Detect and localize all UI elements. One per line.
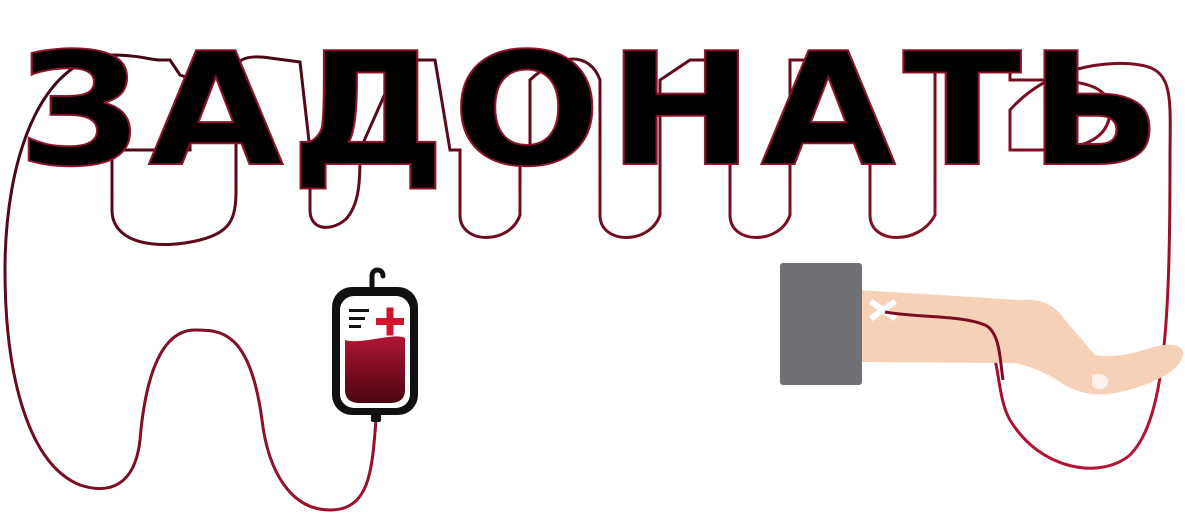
bag-port: [371, 412, 381, 422]
tube-highlight: [139, 329, 377, 511]
arm-thumb: [1092, 373, 1109, 390]
tube-path: [3, 53, 1172, 512]
bag-label-line-2: [349, 317, 365, 320]
bag-label-line-3: [349, 325, 361, 328]
arm-tube-segment: [884, 310, 1005, 381]
bag-hook: [369, 267, 386, 291]
tape-x-icon: [868, 298, 898, 322]
arm-sleeve: [780, 263, 862, 385]
medical-cross-icon: [376, 307, 404, 336]
bag-blood: [345, 336, 405, 403]
arm-skin: [858, 290, 1184, 395]
bag-label-line-1: [349, 309, 369, 312]
